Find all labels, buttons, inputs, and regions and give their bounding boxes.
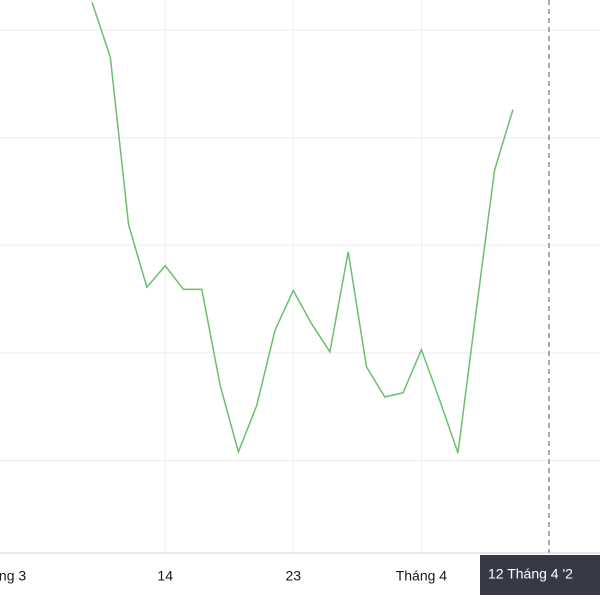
- x-tick-label: 14: [157, 568, 173, 584]
- x-tick-label: Tháng 3: [0, 568, 26, 584]
- x-tick-label: 23: [286, 568, 302, 584]
- series-line: [91, 1, 514, 455]
- crosshair-label: 12 Tháng 4 '2: [488, 566, 573, 582]
- x-tick-label: Tháng 4: [396, 568, 448, 584]
- crosshair-label-box: [480, 555, 600, 595]
